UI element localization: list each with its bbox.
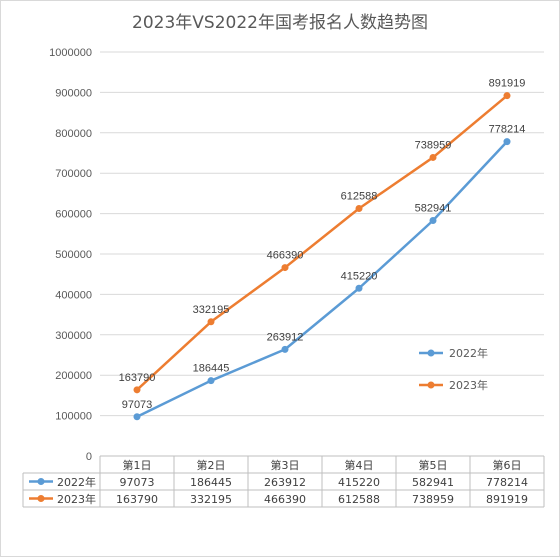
x-tick-label: 第6日 <box>493 458 522 472</box>
data-labels: 97073 186445 263912 415220 582941 778214 16379… <box>119 78 526 411</box>
y-axis-tick-labels: 0 100000 200000 300000 400000 500000 600000 700… <box>49 47 92 463</box>
data-label: 97073 <box>122 399 153 411</box>
y-tick-label: 100000 <box>55 411 92 423</box>
table-cell-value: 163790 <box>116 493 158 506</box>
table-cell-value: 263912 <box>264 476 306 489</box>
data-point <box>281 264 289 272</box>
gridlines <box>100 51 544 457</box>
y-tick-label: 0 <box>86 451 92 463</box>
data-point <box>429 216 437 224</box>
data-label: 332195 <box>193 304 230 316</box>
table-cell-value: 415220 <box>338 476 380 489</box>
table-cell-value: 186445 <box>190 476 232 489</box>
y-tick-label: 600000 <box>55 209 92 221</box>
data-label: 466390 <box>267 250 304 262</box>
table-cell-value: 738959 <box>412 493 454 506</box>
y-tick-label: 500000 <box>55 249 92 261</box>
table-series-key-marker <box>37 478 45 485</box>
y-tick-label: 700000 <box>55 168 92 180</box>
data-label: 778214 <box>489 124 526 136</box>
table-series-name: 2022年 <box>57 475 96 489</box>
chart-title: 2023年VS2022年国考报名人数趋势图 <box>132 13 428 33</box>
y-tick-label: 1000000 <box>49 47 92 59</box>
x-tick-label: 第5日 <box>419 458 448 472</box>
legend: 2022年 2023年 <box>419 346 488 392</box>
table-cell-value: 778214 <box>486 476 528 489</box>
legend-key-marker <box>427 349 435 357</box>
data-point <box>207 377 215 385</box>
data-point <box>355 284 363 292</box>
table-cell-value: 582941 <box>412 476 454 489</box>
table-series-name: 2023年 <box>57 492 96 506</box>
table-cell-value: 612588 <box>338 493 380 506</box>
legend-key-marker <box>427 381 435 389</box>
legend-label: 2022年 <box>449 346 488 360</box>
table-cell-value: 332195 <box>190 493 232 506</box>
table-series-key-marker <box>37 495 45 502</box>
legend-label: 2023年 <box>449 378 488 392</box>
x-tick-label: 第2日 <box>197 458 226 472</box>
series-lines <box>133 92 511 421</box>
data-point <box>133 386 141 394</box>
data-point <box>355 205 363 213</box>
table-cell-value: 466390 <box>264 493 306 506</box>
data-label: 738959 <box>415 139 452 151</box>
data-point <box>503 138 511 146</box>
table-cell-value: 97073 <box>120 476 155 489</box>
data-label: 263912 <box>267 331 304 343</box>
data-point <box>429 153 437 161</box>
y-tick-label: 400000 <box>55 289 92 301</box>
x-tick-label: 第4日 <box>345 458 374 472</box>
data-label: 415220 <box>341 270 378 282</box>
y-tick-label: 200000 <box>55 370 92 382</box>
data-point <box>133 413 141 421</box>
y-tick-label: 800000 <box>55 128 92 140</box>
data-label: 582941 <box>415 202 452 214</box>
table-cell-value: 891919 <box>486 493 528 506</box>
y-tick-label: 900000 <box>55 87 92 99</box>
data-point <box>281 345 289 353</box>
data-label: 891919 <box>489 78 526 90</box>
data-label: 163790 <box>119 372 156 384</box>
data-label: 612588 <box>341 191 378 203</box>
series-line <box>136 140 508 418</box>
series-line <box>136 94 508 391</box>
x-tick-label: 第1日 <box>123 458 152 472</box>
data-table: 第1日 第2日 第3日 第4日 第5日 第6日 2022年 97073 186445 263912… <box>22 455 545 508</box>
data-point <box>207 318 215 326</box>
x-tick-label: 第3日 <box>271 458 300 472</box>
data-label: 186445 <box>193 363 230 375</box>
y-tick-label: 300000 <box>55 330 92 342</box>
data-point <box>503 92 511 100</box>
